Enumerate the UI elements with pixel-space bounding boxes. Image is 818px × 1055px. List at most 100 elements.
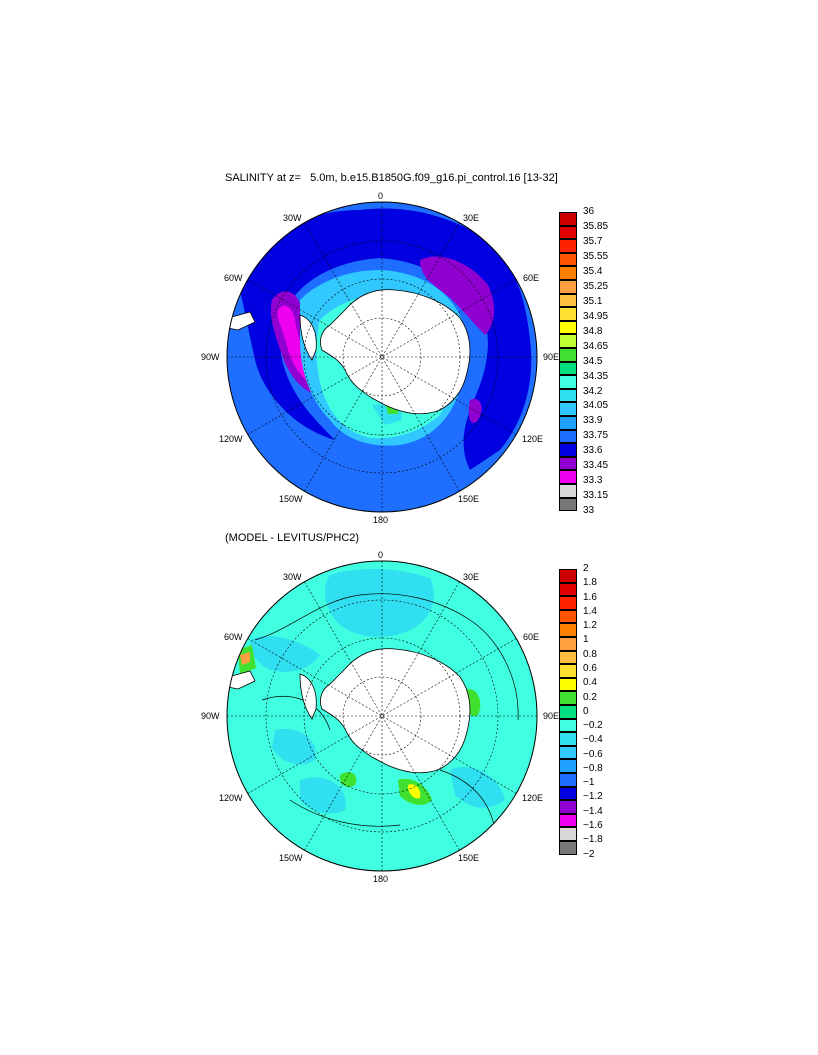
difference-colorbar-tick-label: 0.2 xyxy=(583,691,597,703)
p2-lon-60w: 60W xyxy=(224,632,243,642)
difference-colorbar-tick-label: 0 xyxy=(583,705,589,717)
salinity-colorbar-tick-label: 33.15 xyxy=(583,490,609,502)
salinity-map xyxy=(227,202,537,512)
p1-lon-90w: 90W xyxy=(201,352,220,362)
salinity-colorbar-swatch xyxy=(559,212,577,226)
difference-colorbar-swatch xyxy=(559,718,577,733)
salinity-colorbar-swatch xyxy=(559,320,577,335)
salinity-colorbar-swatch xyxy=(559,388,577,403)
salinity-colorbar-tick-label: 35.7 xyxy=(583,235,603,247)
difference-colorbar-swatch xyxy=(559,745,577,760)
salinity-colorbar-tick-label: 34.2 xyxy=(583,385,603,397)
salinity-colorbar-swatch xyxy=(559,334,577,348)
salinity-colorbar-swatch xyxy=(559,280,577,294)
difference-colorbar-tick-label: −0.4 xyxy=(583,734,603,746)
p2-lon-150w: 150W xyxy=(279,853,303,863)
p1-lon-60e: 60E xyxy=(523,273,540,283)
p2-lon-180: 180 xyxy=(373,874,389,884)
difference-colorbar-swatch xyxy=(559,582,577,597)
salinity-colorbar-swatch xyxy=(559,225,577,240)
salinity-colorbar-swatch xyxy=(559,266,577,280)
p2-lon-60e: 60E xyxy=(523,632,540,642)
difference-colorbar-swatch xyxy=(559,596,577,610)
difference-map xyxy=(227,561,537,871)
salinity-colorbar-tick-label: 33.75 xyxy=(583,430,609,442)
p2-lon-150e: 150E xyxy=(458,853,480,863)
salinity-colorbar-swatch xyxy=(559,375,577,389)
salinity-colorbar-tick-label: 33 xyxy=(583,505,595,517)
difference-colorbar-tick-label: 2 xyxy=(583,563,589,574)
salinity-colorbar-swatch xyxy=(559,361,577,376)
salinity-colorbar-swatch xyxy=(559,252,577,267)
difference-colorbar-tick-label: −0.8 xyxy=(583,762,603,774)
salinity-colorbar-swatch xyxy=(559,402,577,416)
p2-lon-90e: 90E xyxy=(543,711,560,721)
p1-lon-60w: 60W xyxy=(224,273,243,283)
difference-colorbar-tick-label: 0.6 xyxy=(583,662,597,674)
difference-colorbar-swatch xyxy=(559,841,577,855)
difference-colorbar-tick-label: 1.4 xyxy=(583,605,597,617)
difference-colorbar-tick-label: 1.8 xyxy=(583,577,597,589)
salinity-colorbar-swatch xyxy=(559,348,577,362)
difference-colorbar-swatch xyxy=(559,759,577,773)
panel2-title: (MODEL - LEVITUS/PHC2) xyxy=(225,532,360,544)
difference-colorbar-swatch xyxy=(559,705,577,719)
salinity-colorbar-swatch xyxy=(559,497,577,512)
difference-colorbar-tick-label: −1.4 xyxy=(583,805,603,817)
p2-lon-90w: 90W xyxy=(201,711,220,721)
salinity-colorbar-tick-label: 35.4 xyxy=(583,265,603,277)
p2-lon-30w: 30W xyxy=(283,572,302,582)
difference-colorbar-swatch xyxy=(559,637,577,651)
salinity-colorbar-swatch xyxy=(559,239,577,253)
salinity-colorbar-tick-label: 34.05 xyxy=(583,400,609,412)
salinity-colorbar-swatch xyxy=(559,443,577,457)
difference-colorbar-swatch xyxy=(559,609,577,624)
salinity-colorbar-tick-label: 34.95 xyxy=(583,310,609,322)
difference-colorbar-tick-label: −1.6 xyxy=(583,820,603,832)
p1-lon-150e: 150E xyxy=(458,494,480,504)
difference-colorbar-tick-label: 1 xyxy=(583,634,589,646)
p1-lon-90e: 90E xyxy=(543,352,560,362)
difference-colorbar-tick-label: 0.4 xyxy=(583,677,597,689)
difference-colorbar-tick-label: 0.8 xyxy=(583,648,597,660)
difference-colorbar-swatch xyxy=(559,773,577,787)
p2-lon-0: 0 xyxy=(378,550,384,560)
salinity-colorbar-tick-label: 33.9 xyxy=(583,415,603,427)
salinity-colorbar-tick-label: 35.1 xyxy=(583,295,603,307)
difference-colorbar-swatch xyxy=(559,732,577,746)
p1-lon-150w: 150W xyxy=(279,494,303,504)
p1-lon-0: 0 xyxy=(378,191,384,201)
salinity-colorbar-tick-label: 36 xyxy=(583,206,595,217)
difference-colorbar-tick-label: −1.2 xyxy=(583,791,603,803)
difference-colorbar-tick-label: −1.8 xyxy=(583,834,603,846)
salinity-colorbar-swatch xyxy=(559,307,577,321)
salinity-colorbar-swatch xyxy=(559,429,577,444)
difference-colorbar-swatch xyxy=(559,691,577,705)
difference-colorbar-swatch xyxy=(559,623,577,637)
salinity-colorbar-swatch xyxy=(559,293,577,308)
difference-colorbar-swatch xyxy=(559,677,577,692)
difference-colorbar-tick-label: −2 xyxy=(583,848,595,860)
p1-lon-30w: 30W xyxy=(283,213,302,223)
salinity-colorbar-swatch xyxy=(559,416,577,430)
salinity-colorbar-tick-label: 34.65 xyxy=(583,340,609,352)
salinity-colorbar-tick-label: 35.85 xyxy=(583,220,609,232)
salinity-colorbar-tick-label: 35.55 xyxy=(583,250,609,262)
salinity-colorbar-tick-label: 33.45 xyxy=(583,460,609,472)
difference-colorbar-swatch xyxy=(559,569,577,583)
p2-lon-120w: 120W xyxy=(219,793,243,803)
difference-colorbar-tick-label: 1.2 xyxy=(583,620,597,632)
salinity-colorbar-swatch xyxy=(559,456,577,471)
difference-colorbar-tick-label: −1 xyxy=(583,777,595,789)
difference-colorbar-swatch xyxy=(559,650,577,665)
salinity-colorbar-tick-label: 33.3 xyxy=(583,475,603,487)
difference-colorbar-tick-label: −0.2 xyxy=(583,720,603,732)
panel1-title: SALINITY at z= 5.0m, b.e15.B1850G.f09_g1… xyxy=(225,172,558,184)
p2-lon-120e: 120E xyxy=(522,793,544,803)
salinity-colorbar-tick-label: 34.8 xyxy=(583,325,603,337)
difference-colorbar-swatch xyxy=(559,664,577,678)
difference-colorbar-swatch xyxy=(559,813,577,828)
p1-lon-120e: 120E xyxy=(522,434,544,444)
difference-colorbar-tick-label: 1.6 xyxy=(583,591,597,603)
